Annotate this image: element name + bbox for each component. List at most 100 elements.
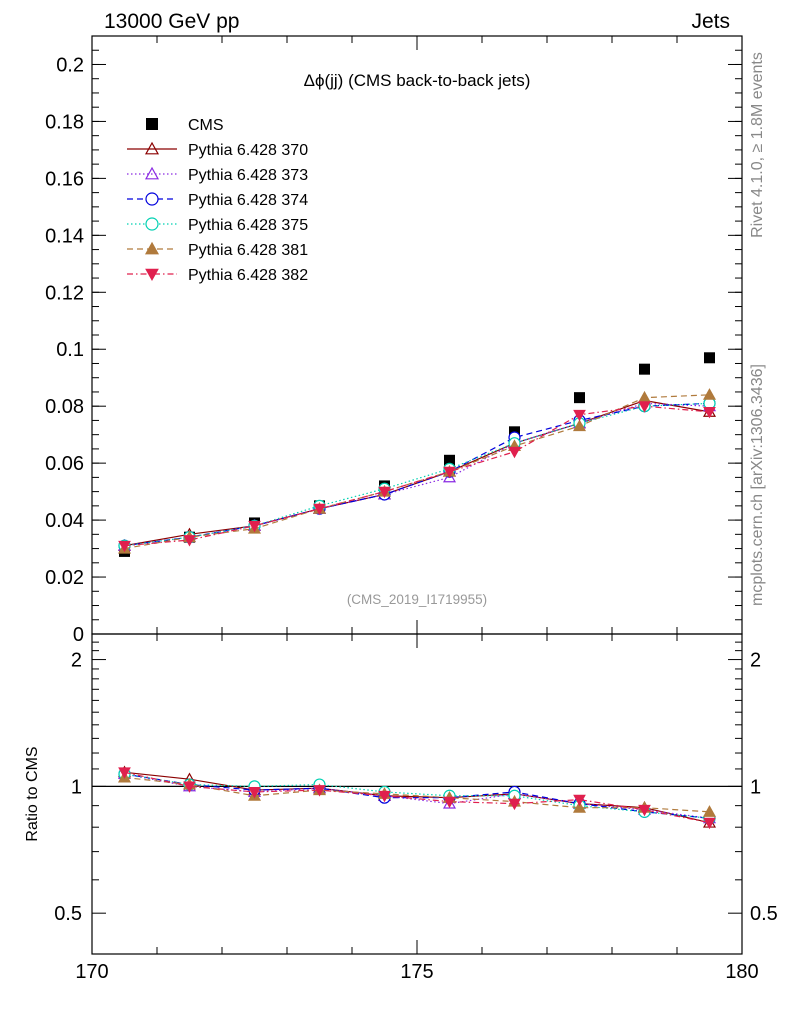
ratio-point [573, 794, 586, 807]
ratio-point [572, 800, 587, 813]
legend-marker [145, 217, 159, 231]
y-tick-label: 0.02 [45, 567, 84, 589]
legend-label: Pythia 6.428 381 [188, 242, 308, 259]
data-point [572, 419, 587, 432]
y-tick-label: 0.12 [45, 282, 84, 304]
data-point [378, 486, 391, 499]
legend-item-pythia-6-428-382: Pythia 6.428 382 [127, 267, 308, 284]
series-line [124, 405, 710, 547]
y-tick-label: 0.18 [45, 111, 84, 133]
y-tick-label: 0.08 [45, 396, 84, 418]
data-point [508, 446, 521, 459]
series-pythia-6-428-373 [117, 396, 717, 551]
y-tick-label: 0.06 [45, 453, 84, 475]
main-panel-title: Δϕ(jj) (CMS back-to-back jets) [304, 71, 531, 90]
legend-label: CMS [188, 117, 224, 134]
ratio-point [313, 785, 326, 797]
y-tick-label: 0.14 [45, 225, 84, 247]
legend-marker [144, 141, 160, 155]
ratio-series-pythia-6-428-370 [117, 765, 717, 828]
mcplots-label: mcplots.cern.ch [arXiv:1306.3436] [749, 364, 766, 606]
data-point [637, 390, 652, 403]
y-tick-label: 0.16 [45, 168, 84, 190]
ratio-point [702, 805, 717, 817]
data-point [118, 540, 131, 553]
ratio-y-tick-label-right: 2 [750, 650, 761, 672]
series-pythia-6-428-374 [118, 397, 716, 552]
series-line [124, 394, 710, 550]
legend-item-cms: CMS [146, 117, 224, 134]
ratio-point [183, 781, 196, 793]
x-tick-label: 180 [725, 961, 758, 983]
header-left-label: 13000 GeV pp [104, 10, 239, 33]
ratio-y-tick-label: 2 [71, 650, 82, 672]
data-point [703, 406, 716, 419]
data-point [638, 401, 651, 413]
series-line [124, 402, 710, 547]
ratio-panel: 0.5 0.5 1 1 2 2 170 175 180 Ratio to CMS [24, 633, 778, 983]
header-right-label: Jets [691, 10, 730, 33]
ratio-point [638, 804, 651, 817]
ratio-point [703, 817, 716, 830]
data-point [313, 503, 326, 516]
legend-marker [144, 241, 160, 255]
y-tick-label: 0.1 [56, 339, 84, 361]
analysis-tag: (CMS_2019_I1719955) [347, 592, 487, 607]
series-pythia-6-428-381 [117, 388, 717, 554]
x-tick-label: 170 [75, 961, 108, 983]
x-tick-label: 175 [400, 961, 433, 983]
ratio-y-tick-label-right: 0.5 [750, 903, 778, 925]
ratio-panel-frame [91, 633, 743, 955]
series-cms [119, 352, 715, 557]
data-point [573, 409, 586, 422]
data-point [702, 388, 717, 400]
legend-label: Pythia 6.428 370 [188, 142, 308, 159]
data-point [704, 352, 715, 364]
ratio-series-pythia-6-428-382 [118, 767, 716, 830]
rivet-version-label: Rivet 4.1.0, ≥ 1.8M events [749, 52, 766, 238]
ratio-point [378, 790, 391, 803]
legend-item-pythia-6-428-370: Pythia 6.428 370 [127, 141, 308, 159]
data-point [183, 535, 196, 547]
y-tick-label: 0.2 [56, 54, 84, 76]
legend-label: Pythia 6.428 375 [188, 217, 308, 234]
ratio-point [248, 787, 261, 799]
ratio-point [118, 767, 131, 779]
legend-marker [145, 268, 159, 282]
series-pythia-6-428-382 [118, 401, 716, 553]
ratio-panel-series [117, 765, 717, 830]
ratio-y-tick-label-right: 1 [750, 776, 761, 798]
legend-label: Pythia 6.428 373 [188, 167, 308, 184]
legend-label: Pythia 6.428 382 [188, 267, 308, 284]
main-panel: 00.020.040.060.080.10.120.140.160.180.2 … [45, 35, 743, 646]
ratio-point [443, 796, 456, 809]
legend-item-pythia-6-428-375: Pythia 6.428 375 [127, 217, 308, 234]
ratio-panel-axes: 0.5 0.5 1 1 2 2 170 175 180 [54, 634, 778, 983]
data-point [444, 454, 455, 466]
ratio-y-tick-label: 1 [71, 776, 82, 798]
legend-marker [145, 192, 159, 206]
ratio-y-tick-label: 0.5 [54, 903, 82, 925]
series-pythia-6-428-370 [117, 393, 717, 551]
series-line [124, 399, 710, 547]
ratio-y-axis-label: Ratio to CMS [24, 746, 41, 841]
data-point [443, 466, 456, 479]
series-line [124, 402, 710, 547]
legend-item-pythia-6-428-381: Pythia 6.428 381 [127, 241, 308, 259]
ratio-series-line [124, 773, 710, 819]
legend-marker [146, 118, 158, 130]
legend: CMS Pythia 6.428 370 Pythia 6.428 373 Pythi… [127, 117, 308, 284]
legend-marker [144, 166, 160, 180]
ratio-series-line [124, 776, 710, 813]
data-point [574, 392, 585, 404]
data-point [248, 520, 261, 533]
series-pythia-6-428-375 [118, 397, 716, 552]
legend-item-pythia-6-428-373: Pythia 6.428 373 [127, 166, 308, 184]
ratio-series-line [124, 771, 710, 824]
y-tick-label: 0 [73, 624, 84, 646]
main-panel-axes: 0 0.02 0.04 0.06 0.08 0.1 0.12 0.14 0.16 0.18 0.2 [45, 35, 743, 646]
main-panel-series [117, 352, 717, 557]
legend-label: Pythia 6.428 374 [188, 192, 308, 209]
y-tick-label: 0.04 [45, 510, 84, 532]
